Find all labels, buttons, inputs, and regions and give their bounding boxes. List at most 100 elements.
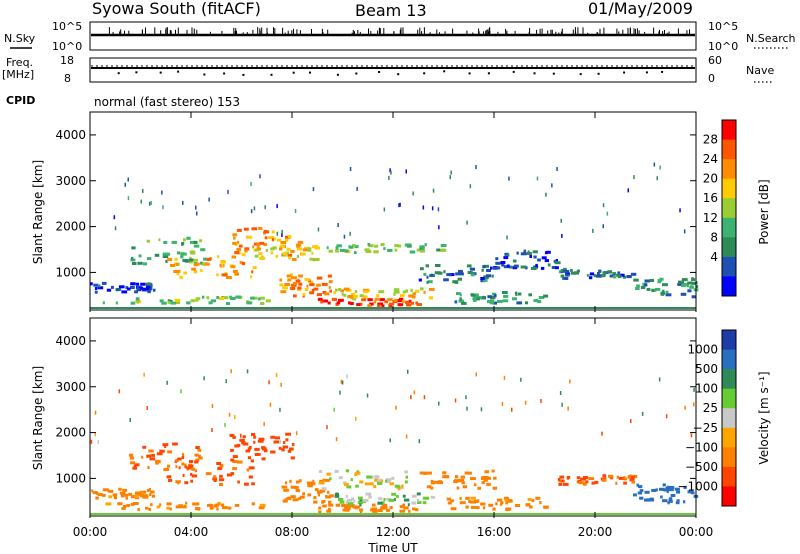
velocity-cell xyxy=(213,475,217,479)
power-cell xyxy=(339,248,346,252)
power-cell xyxy=(258,297,261,301)
power-cell xyxy=(409,250,416,254)
velocity-cell xyxy=(313,496,317,500)
velocity-cell xyxy=(108,495,113,499)
velocity-cell xyxy=(90,439,93,444)
velocity-cell xyxy=(186,466,192,470)
velocity-colorbar-swatch xyxy=(722,388,736,409)
power-cell xyxy=(235,295,241,299)
power-colorbar: 28 24 20 16 12 8 4 xyxy=(703,119,737,297)
power-cell xyxy=(410,288,413,292)
velocity-cell xyxy=(470,500,476,504)
freq-tick-top: 18 xyxy=(60,54,74,67)
power-cell xyxy=(102,301,105,305)
velocity-cell xyxy=(275,373,278,377)
velocity-cell xyxy=(198,454,201,458)
velocity-cell xyxy=(365,492,372,496)
velocity-cell xyxy=(353,499,356,503)
velocity-cell xyxy=(140,494,145,498)
velocity-cell xyxy=(690,491,695,495)
power-cell xyxy=(537,258,541,262)
power-colorbar-tick: 28 xyxy=(703,133,718,147)
power-cell xyxy=(414,289,420,293)
velocity-cell xyxy=(125,496,128,500)
power-cell xyxy=(383,247,386,251)
power-cell xyxy=(367,298,373,302)
power-cell xyxy=(374,244,379,248)
x-tick-label: 04:00 xyxy=(174,525,209,539)
power-cell xyxy=(419,287,424,291)
velocity-cell xyxy=(319,479,324,483)
power-cell xyxy=(419,249,425,253)
power-cell xyxy=(302,293,306,296)
velocity-cell xyxy=(298,479,302,483)
power-cell xyxy=(482,295,486,299)
velocity-cell xyxy=(529,505,533,509)
power-cell xyxy=(176,251,181,255)
power-cell xyxy=(340,289,344,293)
power-cell xyxy=(175,301,180,305)
velocity-cell xyxy=(663,488,669,492)
x-tick-label: 00:00 xyxy=(73,525,108,539)
power-cell xyxy=(503,256,509,260)
velocity-cell xyxy=(372,503,376,507)
power-colorbar-swatch xyxy=(722,198,736,219)
power-cell xyxy=(343,293,347,297)
velocity-cell xyxy=(317,493,320,497)
power-cell xyxy=(208,301,213,305)
power-cell xyxy=(240,261,244,265)
velocity-cell xyxy=(454,398,457,403)
velocity-cell xyxy=(359,480,364,484)
power-cell xyxy=(506,253,510,257)
velocity-cell xyxy=(151,453,155,457)
power-cell xyxy=(538,296,545,299)
power-cell xyxy=(270,251,274,255)
velocity-cell xyxy=(102,493,106,497)
velocity-cell xyxy=(334,493,339,496)
power-cell xyxy=(138,286,144,290)
power-cell xyxy=(404,243,409,247)
velocity-cell xyxy=(121,506,126,510)
velocity-cell xyxy=(407,369,409,374)
velocity-cell xyxy=(211,404,214,408)
power-cell xyxy=(200,248,206,252)
power-cell xyxy=(334,249,339,253)
power-cell xyxy=(115,288,120,292)
nsky-tick-top: 10^5 xyxy=(52,20,82,33)
velocity-cell xyxy=(404,480,408,484)
power-cell xyxy=(490,299,495,303)
power-cell xyxy=(138,254,142,258)
velocity-cell xyxy=(129,461,135,465)
velocity-cell xyxy=(237,460,243,464)
velocity-cell xyxy=(232,435,236,439)
power-cell xyxy=(431,206,434,211)
velocity-cell xyxy=(117,502,123,506)
velocity-cell xyxy=(237,480,240,484)
velocity-cell xyxy=(150,503,153,507)
velocity-cell xyxy=(175,459,179,463)
velocity-cell xyxy=(601,431,603,436)
velocity-cell xyxy=(683,500,686,504)
velocity-cell xyxy=(333,407,335,412)
power-cell xyxy=(226,276,232,279)
freq-dip xyxy=(468,72,471,75)
power-cell xyxy=(373,300,377,304)
power-cell xyxy=(633,278,639,282)
velocity-cell xyxy=(493,476,497,480)
power-cell xyxy=(405,169,407,174)
power-cell xyxy=(135,297,140,301)
power-ytick-label: 1000 xyxy=(55,265,86,279)
power-cell xyxy=(93,283,99,287)
power-cell xyxy=(449,175,451,180)
power-colorbar-swatch xyxy=(722,120,736,141)
velocity-cell xyxy=(389,506,393,510)
velocity-cell xyxy=(167,464,171,468)
power-cell xyxy=(254,254,259,258)
velocity-ytick-label: 1000 xyxy=(55,471,86,485)
velocity-cell xyxy=(246,468,250,472)
velocity-cell xyxy=(263,449,268,453)
power-cell xyxy=(486,269,491,272)
nsky-label: N.Sky xyxy=(4,32,36,45)
velocity-cell xyxy=(268,380,270,385)
power-cell xyxy=(167,252,171,256)
